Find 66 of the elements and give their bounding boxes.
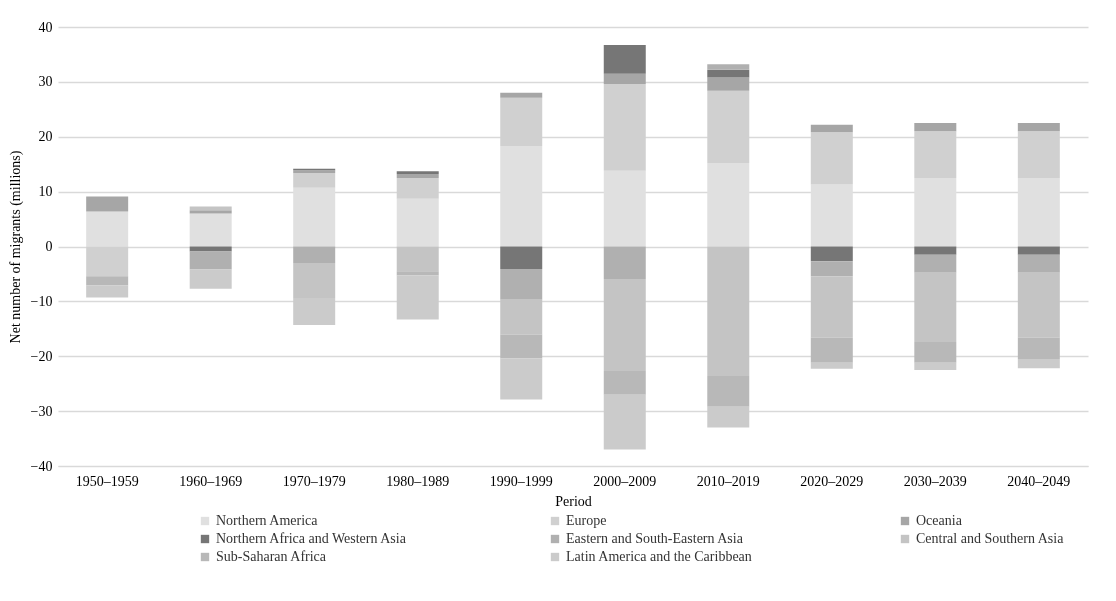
y-tick-label: −20	[30, 348, 53, 364]
x-tick-label: 2010–2019	[696, 473, 760, 489]
bar	[189, 251, 232, 270]
x-tick-label: 2030–2039	[903, 473, 967, 489]
legend-label: Europe	[566, 513, 607, 528]
y-tick-label: 10	[38, 184, 53, 200]
bar	[707, 69, 750, 78]
y-tick-label: −30	[30, 403, 53, 419]
bar	[603, 73, 646, 85]
y-tick-label: 0	[45, 239, 53, 254]
bar	[707, 77, 750, 91]
bar	[1017, 123, 1060, 132]
y-tick-label: 40	[38, 19, 53, 35]
bar	[500, 246, 543, 269]
y-tick-label: −10	[30, 293, 53, 309]
legend-label: Northern America	[216, 513, 319, 528]
legend-label: Northern Africa and Western Asia	[216, 531, 407, 546]
bar	[810, 362, 853, 369]
bar	[1017, 358, 1060, 369]
legend-label: Central and Southern Asia	[916, 531, 1065, 546]
y-axis-title: Net number of migrants (millions)	[7, 150, 24, 344]
bar	[603, 394, 646, 450]
bar	[810, 246, 853, 262]
legend-label: Sub-Saharan Africa	[216, 549, 327, 564]
bar	[293, 172, 336, 188]
x-tick-label: 1980–1989	[386, 473, 450, 489]
y-tick-label: 20	[38, 129, 53, 145]
bar	[500, 358, 543, 400]
bar	[86, 285, 129, 298]
legend-label: Eastern and South-Eastern Asia	[566, 531, 744, 546]
bar	[810, 261, 853, 277]
bar	[500, 269, 543, 300]
bar	[396, 275, 439, 320]
legend-label: Oceania	[916, 513, 963, 528]
bar	[293, 246, 336, 263]
x-tick-label: 2040–2049	[1007, 473, 1071, 489]
bar	[1017, 254, 1060, 273]
x-tick-label: 1950–1959	[75, 473, 139, 489]
bar	[914, 362, 957, 370]
bar	[810, 124, 853, 133]
y-tick-label: −40	[30, 458, 53, 474]
bar	[500, 92, 543, 98]
bar	[707, 406, 750, 428]
bar	[396, 246, 439, 272]
bar	[1017, 246, 1060, 255]
bar	[914, 254, 957, 273]
bar	[86, 211, 129, 247]
legend-label: Latin America and the Caribbean	[566, 549, 752, 564]
bar	[86, 276, 129, 286]
bar	[914, 123, 957, 132]
y-tick-label: 30	[38, 74, 53, 90]
bar	[914, 246, 957, 255]
bar	[86, 196, 129, 212]
x-axis-title: Period	[555, 493, 592, 509]
x-tick-label: 2000–2009	[593, 473, 657, 489]
x-tick-label: 1970–1979	[282, 473, 346, 489]
x-tick-label: 2020–2029	[800, 473, 864, 489]
bar	[189, 213, 232, 247]
x-tick-label: 1990–1999	[489, 473, 553, 489]
bar	[189, 269, 232, 289]
bar	[603, 45, 646, 74]
bar	[603, 246, 646, 279]
bar	[707, 64, 750, 70]
bar	[189, 206, 232, 211]
x-tick-label: 1960–1969	[179, 473, 243, 489]
bar	[396, 198, 439, 247]
